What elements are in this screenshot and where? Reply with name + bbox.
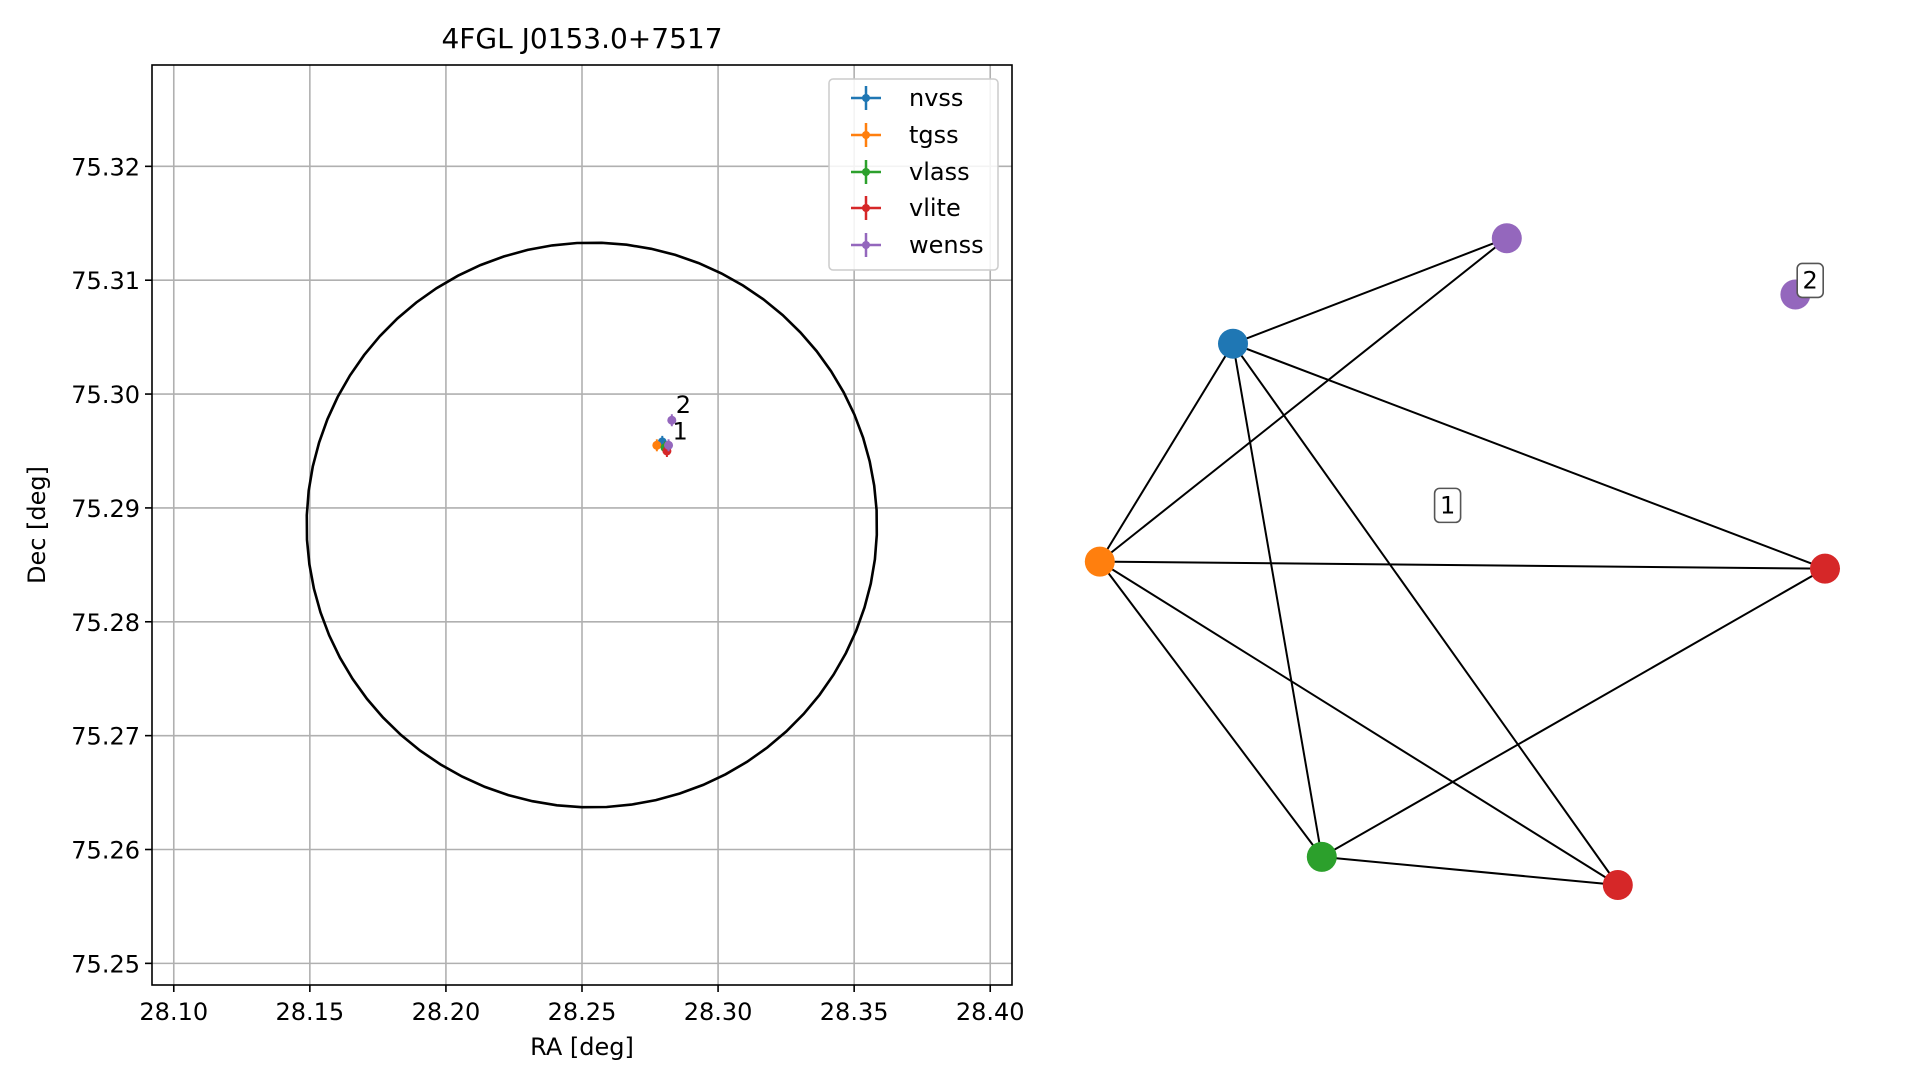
point-tgss: [652, 440, 662, 450]
legend-marker: [862, 94, 870, 102]
y-tick-label: 75.28: [71, 609, 140, 637]
graph-label-1: 1: [1433, 487, 1462, 524]
x-tick-label: 28.20: [412, 998, 481, 1026]
graph-edge: [1321, 855, 1618, 886]
graph-edge: [1232, 343, 1619, 886]
graph-edge: [1099, 561, 1323, 858]
graph-edges: [1098, 237, 1826, 886]
graph-node-wenss-1: [1491, 223, 1522, 254]
x-tick-labels: 28.10 28.15 28.20 28.25 28.30 28.35 28.4…: [139, 998, 1024, 1026]
legend-marker: [862, 241, 870, 249]
y-tick-label: 75.31: [71, 267, 140, 295]
x-axis-label: RA [deg]: [530, 1033, 634, 1061]
x-tick-label: 28.40: [956, 998, 1025, 1026]
legend-entry-vlite: vlite: [851, 194, 961, 222]
y-tick-label: 75.30: [71, 381, 140, 409]
legend-label: vlite: [909, 194, 961, 222]
legend-label: tgss: [909, 121, 959, 149]
legend-label: vlass: [909, 158, 970, 186]
grid: [152, 65, 1012, 985]
graph-label-2: 2: [1796, 262, 1824, 299]
graph-edge: [1099, 560, 1619, 886]
annotation-2: 2: [676, 391, 691, 419]
x-tick-label: 28.25: [548, 998, 617, 1026]
graph-edge: [1099, 237, 1508, 563]
y-tick-label: 75.29: [71, 495, 140, 523]
graph-label-box: [1796, 262, 1824, 299]
sky-position-chart: 1 2 28.10 28.15 28.20 28.25 28.30 28.35 …: [23, 22, 1025, 1061]
graph-edge: [1232, 343, 1323, 858]
graph-node-vlite-2: [1602, 870, 1633, 900]
y-axis-label: Dec [deg]: [23, 466, 51, 584]
graph-edge: [1232, 237, 1508, 345]
graph-edge: [1321, 567, 1826, 858]
y-tick-label: 75.26: [71, 837, 140, 865]
x-tick-label: 28.35: [820, 998, 889, 1026]
legend-label: wenss: [909, 231, 984, 259]
graph-label-box: [1433, 487, 1462, 524]
source-association-graph: 1 2: [1084, 223, 1840, 900]
error-ellipse-layer: [305, 241, 879, 809]
graph-node-vlass: [1306, 841, 1337, 872]
legend-entry-vlass: vlass: [851, 158, 970, 186]
x-tick-label: 28.10: [139, 998, 208, 1026]
legend-marker: [862, 168, 870, 176]
graph-edge: [1099, 560, 1826, 570]
graph-labels: 1 2: [1433, 262, 1824, 524]
legend-marker: [862, 131, 870, 139]
point-wenss: [667, 415, 677, 425]
legend-box: [828, 78, 999, 271]
legend-label: nvss: [909, 84, 963, 112]
annotation-1: 1: [673, 417, 688, 445]
graph-label-text: 1: [1440, 491, 1455, 519]
graph-edge: [1232, 342, 1826, 570]
y-tick-label: 75.27: [71, 723, 140, 751]
graph-edge: [1098, 343, 1234, 563]
legend: nvss tgss vlass vlite: [828, 78, 999, 271]
legend-entry-nvss: nvss: [851, 84, 963, 112]
graph-nodes: [1084, 223, 1840, 900]
point-wenss: [664, 440, 674, 450]
y-tick-label: 75.25: [71, 950, 140, 978]
y-tick-label: 75.32: [71, 153, 140, 181]
graph-node-tgss: [1084, 546, 1115, 577]
legend-entry-tgss: tgss: [851, 121, 959, 149]
legend-marker: [862, 204, 870, 212]
legend-entry-wenss: wenss: [851, 231, 984, 259]
point-annotations: 1 2: [673, 391, 692, 445]
graph-node-nvss: [1218, 328, 1248, 359]
graph-label-text: 2: [1803, 266, 1818, 294]
chart-title: 4FGL J0153.0+7517: [441, 22, 722, 55]
error-ellipse: [305, 241, 879, 809]
x-tick-label: 28.15: [275, 998, 344, 1026]
x-tick-label: 28.30: [684, 998, 753, 1026]
graph-node-vlite-1: [1810, 553, 1840, 584]
source-points: [652, 414, 677, 457]
y-tick-labels: 75.25 75.26 75.27 75.28 75.29 75.30 75.3…: [71, 153, 140, 978]
axis-ticks: [145, 165, 992, 992]
